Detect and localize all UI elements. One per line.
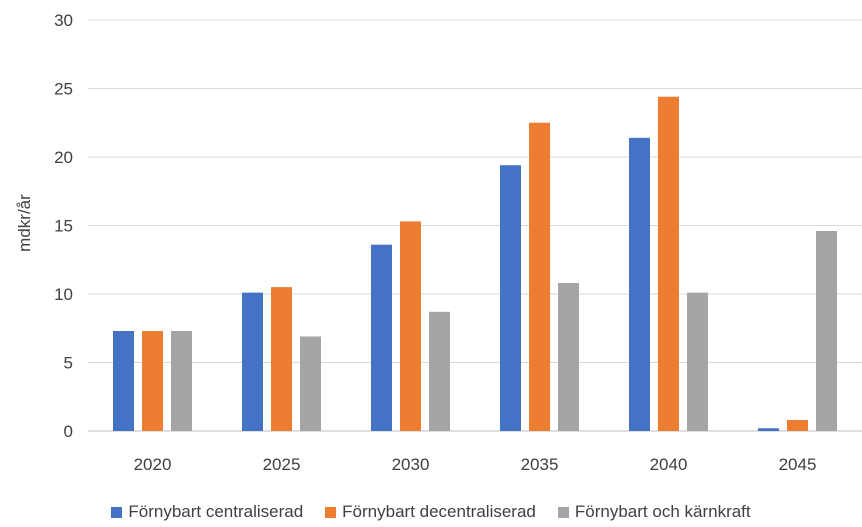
bar-2040-series-0 <box>629 137 650 431</box>
bar-2025-series-1 <box>271 287 292 431</box>
x-tick-label: 2030 <box>392 455 430 474</box>
y-tick-label: 15 <box>54 217 73 236</box>
x-tick-label: 2035 <box>521 455 559 474</box>
legend-item: Förnybart och kärnkraft <box>557 502 751 522</box>
bar-2020-series-1 <box>142 330 163 431</box>
bar-2020-series-0 <box>113 330 134 431</box>
y-tick-label: 30 <box>54 11 73 30</box>
x-tick-label: 2040 <box>650 455 688 474</box>
bar-2045-series-0 <box>758 428 779 431</box>
legend-item: Förnybart centraliserad <box>111 502 303 522</box>
bar-2025-series-0 <box>242 292 263 431</box>
legend-swatch <box>111 506 123 518</box>
legend-label: Förnybart och kärnkraft <box>574 502 751 521</box>
bar-2030-series-0 <box>371 244 392 431</box>
bar-2040-series-1 <box>658 96 679 431</box>
legend-label: Förnybart decentraliserad <box>342 502 536 521</box>
y-tick-label: 25 <box>54 80 73 99</box>
legend-item: Förnybart decentraliserad <box>325 502 536 522</box>
y-tick-label: 10 <box>54 285 73 304</box>
bar-2035-series-1 <box>529 122 550 431</box>
x-tick-label: 2025 <box>263 455 301 474</box>
y-axis-ticks: 0 5 10 15 20 25 30 <box>54 11 73 441</box>
y-axis-label: mdkr/år <box>15 194 34 252</box>
x-tick-label: 2045 <box>779 455 817 474</box>
bar-2040-series-2 <box>687 292 708 431</box>
y-tick-label: 0 <box>64 422 73 441</box>
x-tick-label: 2020 <box>134 455 172 474</box>
bars <box>113 96 837 431</box>
legend-swatch <box>325 506 337 518</box>
legend-swatch <box>557 506 569 518</box>
bar-2025-series-2 <box>300 336 321 431</box>
bar-2030-series-2 <box>429 311 450 431</box>
bar-2045-series-2 <box>816 230 837 431</box>
legend-label: Förnybart centraliserad <box>128 502 304 521</box>
x-axis-ticks: 2020 2025 2030 2035 2040 2045 <box>134 455 817 474</box>
bar-2035-series-2 <box>558 283 579 431</box>
y-tick-label: 5 <box>64 354 73 373</box>
bar-2030-series-1 <box>400 221 421 431</box>
legend: Förnybart centraliserad Förnybart decentr… <box>0 502 862 522</box>
bar-2020-series-2 <box>171 330 192 431</box>
bar-2035-series-0 <box>500 165 521 431</box>
bar-2045-series-1 <box>787 420 808 431</box>
y-tick-label: 20 <box>54 148 73 167</box>
gridlines <box>88 19 862 432</box>
